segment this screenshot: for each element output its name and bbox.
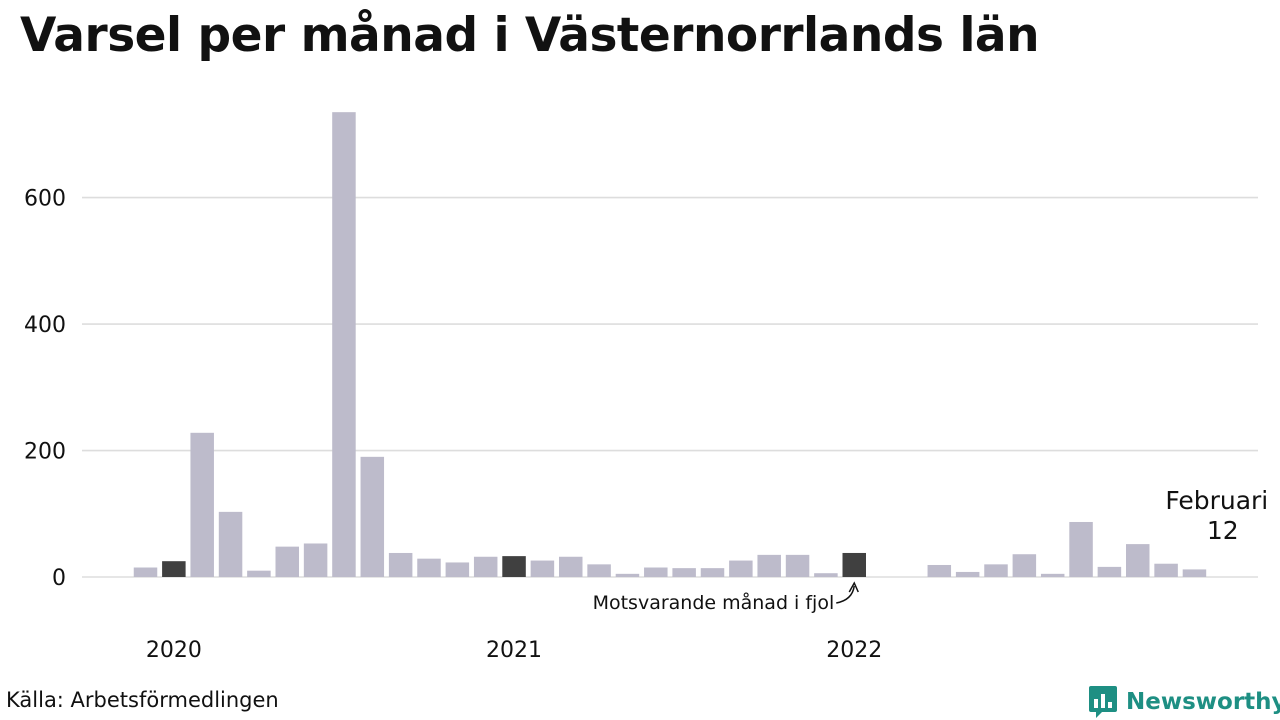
chart-title: Varsel per månad i Västernorrlands län <box>20 8 1040 63</box>
bar <box>360 456 385 577</box>
bar <box>1040 573 1065 577</box>
bar <box>303 543 328 577</box>
bar <box>984 564 1008 577</box>
source-note: Källa: Arbetsförmedlingen <box>6 688 279 712</box>
bar <box>587 564 611 577</box>
bar <box>417 558 441 577</box>
current-month-value: 12 <box>1207 516 1239 545</box>
annotation-arrow <box>836 585 855 604</box>
bar <box>1154 563 1178 577</box>
bar <box>672 568 696 577</box>
bar-chart: 0 200 400 600 2020 2021 2022 Motsvarande måna… <box>24 112 1269 663</box>
annotation-same-month-text: Motsvarande månad i fjol <box>593 591 835 614</box>
bar <box>700 568 725 577</box>
bar <box>473 556 498 577</box>
y-tick-label: 0 <box>52 566 66 591</box>
bar <box>1182 569 1207 577</box>
bar <box>133 567 158 577</box>
bar <box>218 511 243 577</box>
bar <box>332 112 356 577</box>
y-tick-label: 200 <box>24 440 66 465</box>
x-tick-label: 2022 <box>826 638 882 663</box>
x-tick-label: 2021 <box>486 638 542 663</box>
bar <box>530 560 555 577</box>
brand-name: Newsworthy <box>1126 689 1280 715</box>
bar <box>275 546 299 577</box>
bar <box>1012 554 1037 577</box>
bar <box>729 560 753 577</box>
current-month-label: Februari <box>1165 486 1268 515</box>
newsworthy-chart-bubble-icon <box>1089 686 1117 718</box>
gridlines <box>82 196 1258 578</box>
bar <box>927 564 952 577</box>
bar <box>785 554 810 577</box>
bars <box>133 112 1207 577</box>
bar <box>615 573 640 577</box>
bar-same-month <box>502 556 526 577</box>
bar <box>1097 566 1122 577</box>
brand-logo: Newsworthy <box>1088 684 1280 720</box>
x-tick-label: 2020 <box>146 638 202 663</box>
bar <box>247 570 271 577</box>
bar <box>955 571 980 577</box>
x-axis-labels: 2020 2021 2022 <box>146 638 882 663</box>
y-axis-labels: 0 200 400 600 <box>24 187 66 591</box>
bar <box>190 432 214 577</box>
bar <box>644 567 668 577</box>
bar-same-month <box>842 552 866 577</box>
bar <box>1126 544 1150 577</box>
bar <box>814 573 838 577</box>
bar <box>757 554 781 577</box>
y-tick-label: 400 <box>24 313 66 338</box>
annotation-arrowhead <box>848 581 859 593</box>
bar-same-month <box>162 561 186 577</box>
bar <box>559 556 583 577</box>
bar <box>388 552 413 577</box>
y-tick-label: 600 <box>24 187 66 212</box>
bar <box>445 562 470 577</box>
bar <box>1069 521 1093 577</box>
